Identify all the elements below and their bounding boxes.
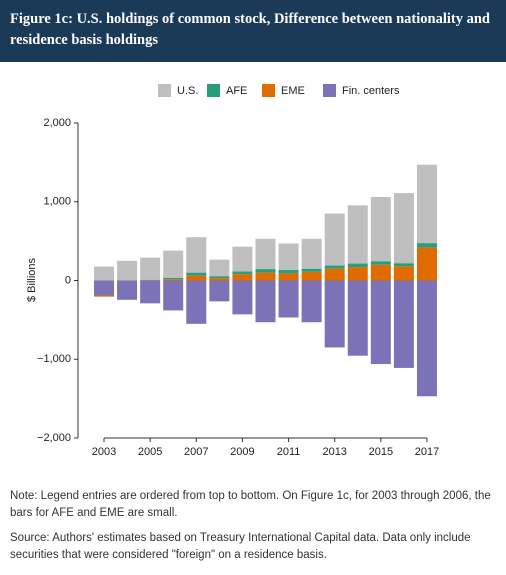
bar-segment: [324, 280, 345, 348]
x-tick-label: 2015: [369, 446, 393, 458]
bar-segment: [163, 277, 184, 280]
bar-segment: [370, 197, 391, 262]
x-tick-label: 2009: [230, 446, 254, 458]
legend-label: AFE: [226, 85, 247, 97]
bar-segment: [186, 237, 207, 273]
bar-segment: [416, 164, 437, 244]
y-axis-label: $ Billions: [26, 257, 38, 302]
bar-segment: [186, 280, 207, 324]
bar-segment: [140, 280, 161, 304]
x-tick-label: 2011: [277, 446, 301, 458]
legend-swatch: [207, 84, 220, 97]
bar-segment: [94, 266, 114, 281]
bar-segment: [163, 280, 184, 311]
bar-segment: [324, 268, 345, 281]
source: Source: Authors' estimates based on Trea…: [10, 532, 471, 561]
legend-label: U.S.: [177, 85, 198, 97]
bar-segment: [324, 265, 345, 269]
x-tick-label: 2003: [92, 446, 116, 458]
legend-label: Fin. centers: [342, 85, 400, 97]
bar-segment: [347, 280, 368, 356]
y-tick-label: −1,000: [37, 353, 71, 365]
bar-segment: [324, 213, 345, 266]
legend-swatch: [262, 84, 275, 97]
bar-segment: [416, 247, 437, 281]
bar-segment: [347, 263, 368, 268]
bar-segment: [186, 272, 207, 276]
y-tick-label: −2,000: [37, 432, 71, 444]
legend-swatch: [158, 84, 171, 97]
bar-segment: [278, 243, 299, 270]
x-tick-label: 2013: [322, 446, 346, 458]
bar-segment: [278, 280, 299, 318]
bar-segment: [393, 266, 414, 281]
chart-title: Figure 1c: U.S. holdings of common stock…: [10, 11, 490, 48]
bar-segment: [232, 274, 253, 281]
bar-segment: [255, 280, 276, 323]
bar-segment: [255, 272, 276, 281]
bar-segment: [255, 238, 276, 270]
bar-segment: [370, 261, 391, 265]
bar-segment: [278, 273, 299, 281]
bar-segment: [209, 259, 230, 277]
bar-segment: [255, 269, 276, 273]
bar-segment: [117, 260, 138, 281]
bar-segment: [370, 280, 391, 364]
bar-segment: [416, 280, 437, 397]
bar-segment: [94, 280, 114, 296]
x-tick-label: 2007: [184, 446, 208, 458]
bar-segment: [301, 238, 322, 269]
bar-segment: [393, 193, 414, 264]
x-tick-label: 2017: [415, 446, 439, 458]
y-tick-label: 0: [65, 274, 71, 286]
bar-segment: [347, 205, 368, 264]
bar-segment: [94, 295, 114, 297]
y-tick-label: 2,000: [43, 117, 71, 129]
chart: $ Billions −2,000 −1,000 0 1,000 2,000 2003 20…: [26, 84, 439, 458]
bar-segment: [140, 257, 161, 280]
legend-label: EME: [281, 85, 305, 97]
bar-segment: [301, 280, 322, 323]
bar-segment: [209, 276, 230, 279]
bar-segment: [416, 243, 437, 248]
bar-segment: [301, 268, 322, 272]
note: Note: Legend entries are ordered from to…: [10, 490, 491, 519]
x-tick-label: 2005: [138, 446, 162, 458]
bar-segment: [370, 264, 391, 281]
header: Figure 1c: U.S. holdings of common stock…: [0, 0, 506, 62]
bar-segment: [278, 269, 299, 274]
bar-segment: [117, 280, 138, 300]
bar-segment: [232, 271, 253, 275]
bar-segment: [209, 280, 230, 302]
bar-segment: [163, 279, 184, 281]
legend-swatch: [323, 84, 336, 97]
bar-segment: [232, 280, 253, 315]
bar-segment: [232, 246, 253, 272]
bar-segment: [347, 267, 368, 281]
bar-segment: [393, 280, 414, 368]
bar-segment: [163, 250, 184, 278]
bar-segment: [186, 275, 207, 281]
bar-segment: [301, 271, 322, 281]
y-tick-label: 1,000: [43, 196, 71, 208]
bar-segment: [209, 278, 230, 281]
bar-segment: [393, 263, 414, 267]
